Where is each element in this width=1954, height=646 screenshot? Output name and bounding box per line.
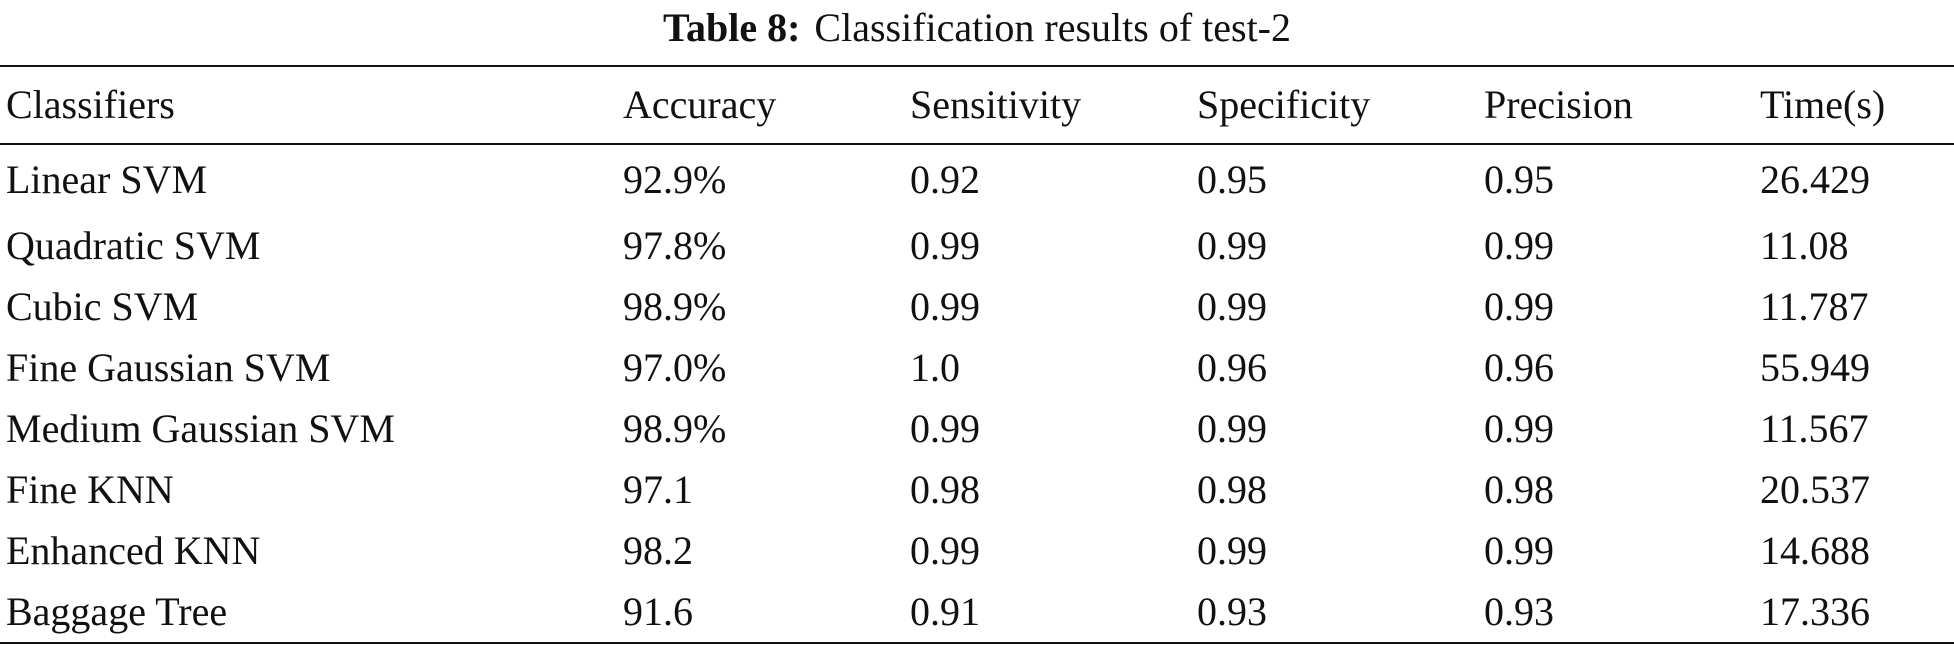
cell-precision: 0.99 — [1484, 528, 1554, 573]
cell-accuracy: 98.9% — [623, 284, 727, 329]
cell-time: 14.688 — [1760, 528, 1870, 573]
cell-classifier: Cubic SVM — [6, 284, 199, 329]
header-time: Time(s) — [1754, 65, 1954, 145]
cell-time: 20.537 — [1760, 467, 1870, 512]
cell-specificity: 0.99 — [1197, 528, 1267, 573]
cell-classifier: Linear SVM — [6, 157, 208, 202]
table-header: Classifiers Accuracy Sensitivity Specifi… — [0, 65, 1954, 145]
cell-sensitivity: 0.92 — [910, 157, 980, 202]
table-row: Linear SVM 92.9% 0.92 0.95 0.95 26.429 — [0, 144, 1954, 215]
header-specificity: Specificity — [1191, 65, 1478, 145]
cell-sensitivity: 0.91 — [904, 581, 1191, 644]
cell-specificity: 0.99 — [1197, 284, 1267, 329]
cell-precision: 0.99 — [1484, 284, 1554, 329]
table-row: Cubic SVM 98.9% 0.99 0.99 0.99 11.787 — [0, 276, 1954, 337]
table-row: Fine KNN 97.1 0.98 0.98 0.98 20.537 — [0, 459, 1954, 520]
header-sensitivity: Sensitivity — [904, 65, 1191, 145]
cell-precision: 0.99 — [1484, 406, 1554, 451]
cell-specificity: 0.99 — [1197, 406, 1267, 451]
header-accuracy: Accuracy — [617, 65, 904, 145]
cell-accuracy: 98.9% — [623, 406, 727, 451]
header-precision: Precision — [1478, 65, 1754, 145]
table-row: Baggage Tree 91.6 0.91 0.93 0.93 17.336 — [0, 581, 1954, 644]
cell-specificity: 0.93 — [1191, 581, 1478, 644]
cell-precision: 0.93 — [1478, 581, 1754, 644]
results-table: Classifiers Accuracy Sensitivity Specifi… — [0, 65, 1954, 644]
cell-classifier: Medium Gaussian SVM — [6, 406, 395, 451]
cell-accuracy: 91.6 — [617, 581, 904, 644]
cell-specificity: 0.95 — [1197, 157, 1267, 202]
table-row: Quadratic SVM 97.8% 0.99 0.99 0.99 11.08 — [0, 215, 1954, 276]
cell-specificity: 0.98 — [1197, 467, 1267, 512]
cell-classifier: Fine Gaussian SVM — [6, 345, 331, 390]
cell-time: 11.787 — [1760, 284, 1869, 329]
cell-time: 55.949 — [1760, 345, 1870, 390]
cell-sensitivity: 0.99 — [910, 284, 980, 329]
cell-time: 11.08 — [1760, 223, 1849, 268]
cell-time: 17.336 — [1754, 581, 1954, 644]
cell-specificity: 0.96 — [1197, 345, 1267, 390]
cell-precision: 0.98 — [1484, 467, 1554, 512]
cell-sensitivity: 1.0 — [910, 345, 960, 390]
cell-precision: 0.95 — [1484, 157, 1554, 202]
cell-accuracy: 97.8% — [623, 223, 727, 268]
cell-accuracy: 97.0% — [623, 345, 727, 390]
cell-specificity: 0.99 — [1197, 223, 1267, 268]
cell-accuracy: 97.1 — [623, 467, 693, 512]
table-row: Medium Gaussian SVM 98.9% 0.99 0.99 0.99… — [0, 398, 1954, 459]
cell-classifier: Fine KNN — [6, 467, 174, 512]
cell-sensitivity: 0.98 — [910, 467, 980, 512]
cell-time: 26.429 — [1760, 157, 1870, 202]
header-classifiers: Classifiers — [0, 65, 617, 145]
table-caption: Table 8: Classification results of test-2 — [0, 0, 1954, 60]
table-row: Enhanced KNN 98.2 0.99 0.99 0.99 14.688 — [0, 520, 1954, 581]
header-row: Classifiers Accuracy Sensitivity Specifi… — [0, 65, 1954, 145]
cell-sensitivity: 0.99 — [910, 223, 980, 268]
table-body: Linear SVM 92.9% 0.92 0.95 0.95 26.429 Q… — [0, 144, 1954, 644]
cell-accuracy: 92.9% — [623, 157, 727, 202]
cell-precision: 0.96 — [1484, 345, 1554, 390]
cell-time: 11.567 — [1760, 406, 1869, 451]
cell-accuracy: 98.2 — [623, 528, 693, 573]
table-row: Fine Gaussian SVM 97.0% 1.0 0.96 0.96 55… — [0, 337, 1954, 398]
cell-precision: 0.99 — [1484, 223, 1554, 268]
cell-sensitivity: 0.99 — [910, 406, 980, 451]
table-caption-text: Classification results of test-2 — [814, 5, 1292, 50]
cell-classifier: Quadratic SVM — [6, 223, 261, 268]
cell-classifier: Enhanced KNN — [6, 528, 261, 573]
cell-classifier: Baggage Tree — [0, 581, 617, 644]
table-caption-label: Table 8: — [662, 5, 801, 50]
cell-sensitivity: 0.99 — [910, 528, 980, 573]
